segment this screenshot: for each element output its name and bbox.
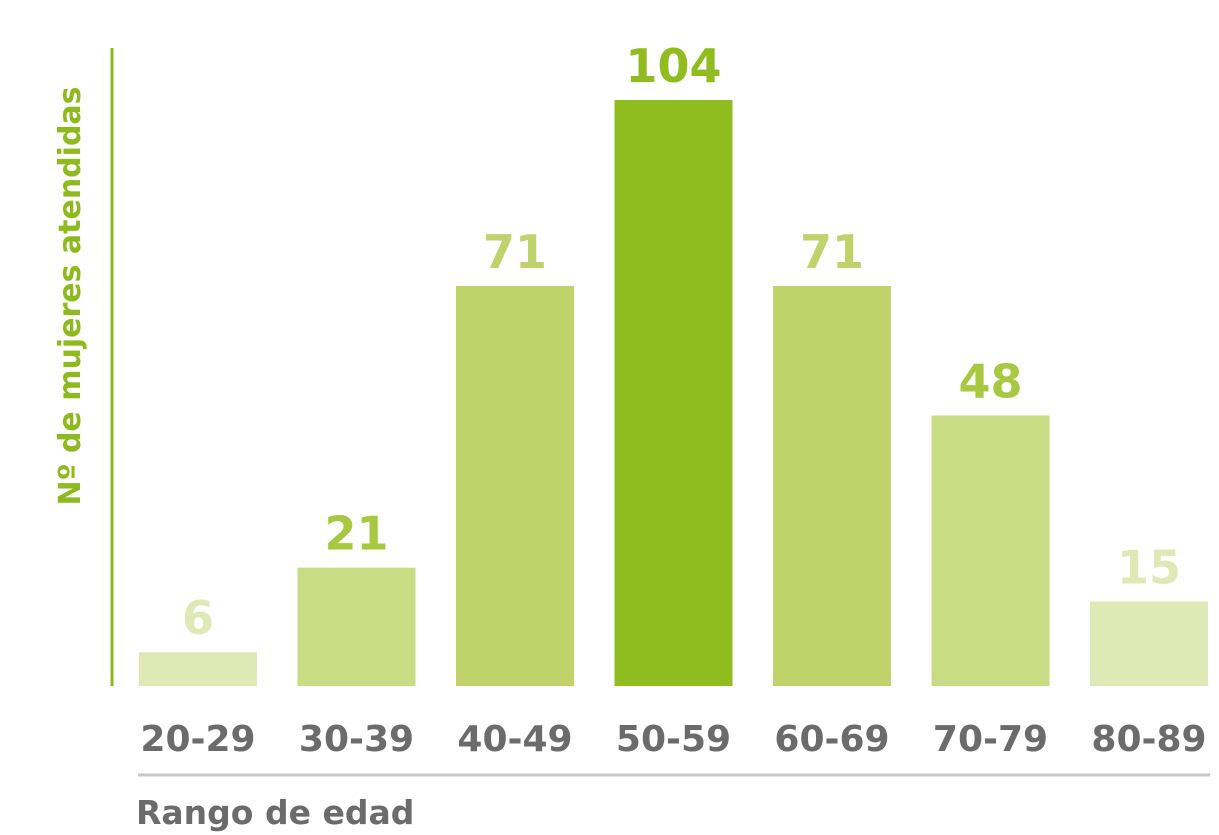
x-tick-label-40-49: 40-49 <box>457 719 572 760</box>
x-tick-label-20-29: 20-29 <box>140 719 255 760</box>
bars-group <box>139 100 1208 686</box>
value-label-40-49: 71 <box>483 225 547 279</box>
value-label-30-39: 21 <box>324 507 388 561</box>
value-label-80-89: 15 <box>1117 541 1181 595</box>
value-labels-group: 6 21 71 104 71 48 15 <box>182 39 1181 645</box>
y-axis-label: Nº de mujeres atendidas <box>53 86 88 505</box>
bar-70-79 <box>931 415 1050 686</box>
value-label-20-29: 6 <box>182 591 214 645</box>
bar-20-29 <box>139 652 257 686</box>
x-tick-label-70-79: 70-79 <box>933 719 1048 760</box>
bar-60-69 <box>773 285 891 686</box>
value-label-60-69: 71 <box>800 225 864 279</box>
bar-40-49 <box>456 285 574 686</box>
x-tick-label-50-59: 50-59 <box>616 719 731 760</box>
bar-50-59 <box>614 100 733 686</box>
x-tick-label-30-39: 30-39 <box>299 719 414 760</box>
bar-80-89 <box>1090 601 1208 686</box>
value-label-70-79: 48 <box>958 355 1022 409</box>
x-axis-label: Rango de edad <box>136 793 414 832</box>
x-tick-label-80-89: 80-89 <box>1091 719 1206 760</box>
x-tick-label-60-69: 60-69 <box>774 719 889 760</box>
bar-30-39 <box>297 567 416 686</box>
value-label-50-59: 104 <box>625 39 721 93</box>
x-tick-labels-group: 20-29 30-39 40-49 50-59 60-69 70-79 80-89 <box>140 719 1206 760</box>
